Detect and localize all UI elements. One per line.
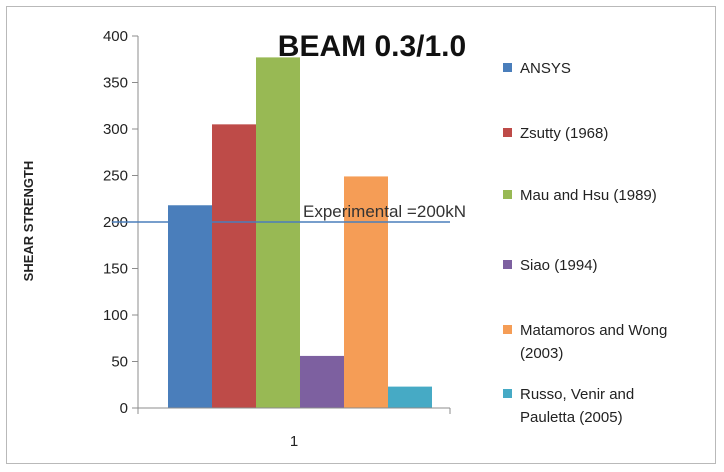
legend-label-6: Russo, Venir and <box>520 386 634 403</box>
legend: ANSYS Zsutty (1968) Mau and Hsu (1989) Siao… <box>503 60 667 426</box>
legend-label-6: Pauletta (2005) <box>520 409 623 426</box>
y-tick-label: 400 <box>103 28 128 45</box>
legend-swatch-4 <box>503 260 512 269</box>
legend-swatch-2 <box>503 128 512 137</box>
y-tick-label: 300 <box>103 121 128 138</box>
bar-2 <box>212 124 256 408</box>
y-tick-label: 350 <box>103 75 128 92</box>
y-tick-label: 50 <box>111 354 128 371</box>
bar-series <box>168 57 432 408</box>
legend-label-5: Matamoros and Wong <box>520 322 667 339</box>
y-tick-label: 100 <box>103 307 128 324</box>
x-axis: 1 <box>137 407 451 450</box>
y-tick-label: 250 <box>103 168 128 185</box>
legend-label-4: Siao (1994) <box>520 257 598 274</box>
legend-swatch-5 <box>503 325 512 334</box>
reference-line-group: Experimental =200kN <box>112 202 466 223</box>
legend-swatch-1 <box>503 63 512 72</box>
legend-swatch-3 <box>503 190 512 199</box>
legend-label-5: (2003) <box>520 345 563 362</box>
bar-4 <box>300 355 344 408</box>
bar-1 <box>168 205 212 408</box>
reference-line-label: Experimental =200kN <box>303 202 466 221</box>
y-axis-label: SHEAR STRENGTH <box>21 161 36 282</box>
x-tick-label: 1 <box>290 433 298 450</box>
y-tick-label: 0 <box>120 400 128 417</box>
legend-label-2: Zsutty (1968) <box>520 125 608 142</box>
legend-swatch-6 <box>503 389 512 398</box>
chart-title: BEAM 0.3/1.0 <box>278 30 466 63</box>
bar-5 <box>344 176 388 408</box>
legend-label-1: ANSYS <box>520 60 571 77</box>
legend-label-3: Mau and Hsu (1989) <box>520 187 657 204</box>
bar-3 <box>256 57 300 408</box>
bar-6 <box>388 386 432 408</box>
y-tick-label: 150 <box>103 261 128 278</box>
